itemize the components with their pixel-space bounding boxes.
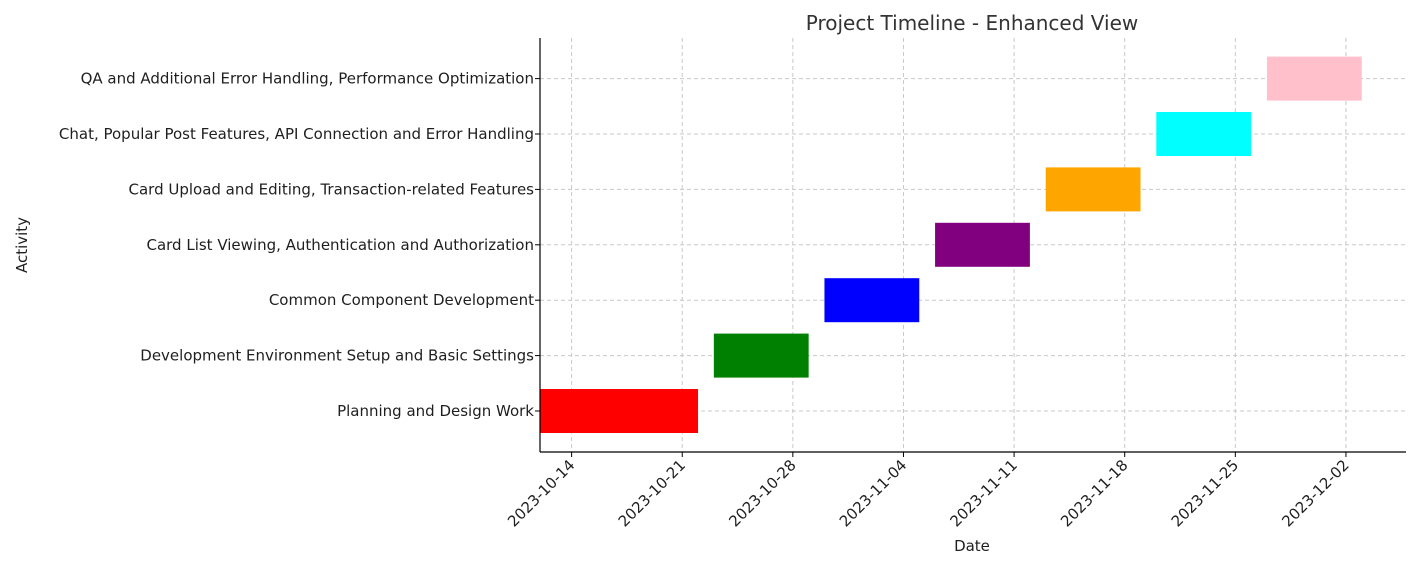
gantt-bar	[1045, 167, 1141, 212]
y-axis-label: Activity	[13, 217, 31, 273]
gantt-bar	[824, 278, 920, 323]
chart-title: Project Timeline - Enhanced View	[806, 11, 1139, 35]
x-tick-label: 2023-11-18	[1057, 456, 1131, 530]
x-axis-label: Date	[954, 537, 990, 555]
gantt-bar	[713, 333, 809, 378]
gantt-bar	[540, 389, 699, 433]
y-tick-label: Common Component Development	[269, 291, 534, 309]
x-tick-label: 2023-10-14	[504, 456, 578, 530]
y-tick-label: Card Upload and Editing, Transaction-rel…	[129, 180, 535, 198]
x-tick-label: 2023-11-25	[1168, 456, 1242, 530]
y-tick-label: Planning and Design Work	[337, 402, 534, 420]
x-tick-labels: 2023-10-14 2023-10-21 2023-10-28 2023-11-04…	[504, 456, 1353, 530]
y-tick-label: Development Environment Setup and Basic …	[140, 347, 534, 365]
x-tick-label: 2023-10-21	[615, 456, 689, 530]
axes-layer	[535, 38, 1406, 457]
y-tick-label: QA and Additional Error Handling, Perfor…	[81, 70, 534, 88]
x-tick-label: 2023-10-28	[725, 456, 799, 530]
y-tick-label: Card List Viewing, Authentication and Au…	[146, 236, 534, 254]
gantt-bar	[1266, 56, 1362, 101]
y-tick-label: Chat, Popular Post Features, API Connect…	[59, 125, 534, 143]
gantt-bar	[935, 222, 1030, 267]
x-tick-label: 2023-12-02	[1278, 456, 1352, 530]
x-tick-label: 2023-11-04	[836, 456, 910, 530]
bars-layer	[540, 56, 1362, 433]
gantt-bar	[1156, 112, 1252, 156]
y-tick-labels: Planning and Design Work Development Envi…	[59, 70, 534, 420]
x-tick-label: 2023-11-11	[947, 456, 1021, 530]
